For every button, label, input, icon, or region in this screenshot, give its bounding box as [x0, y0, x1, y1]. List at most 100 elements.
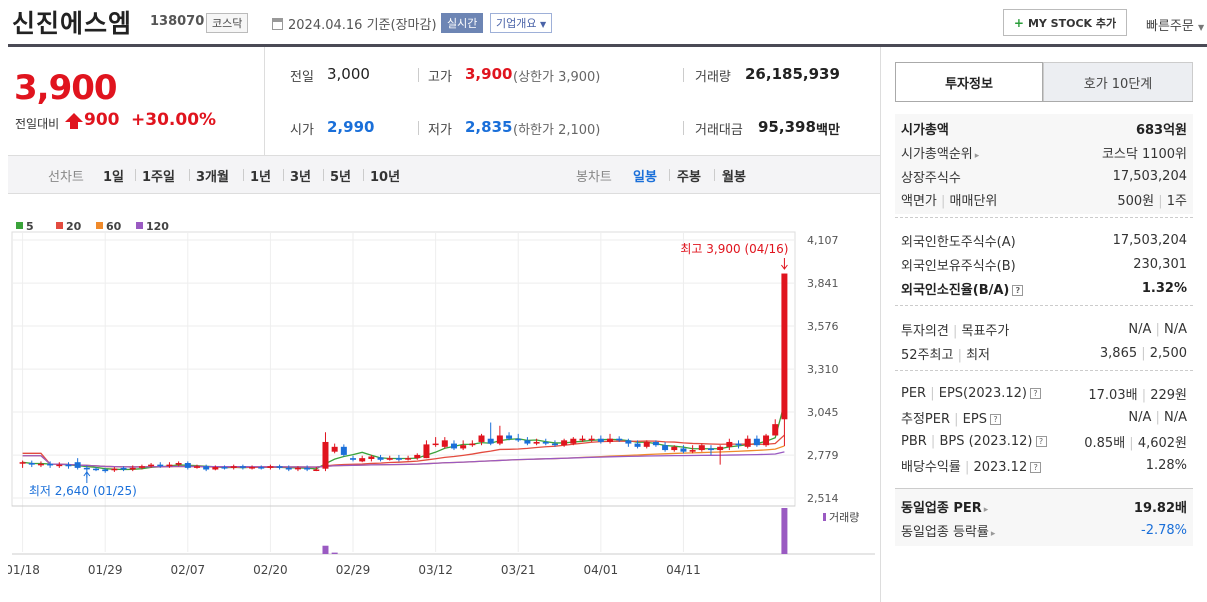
est-per-val: N/A [1128, 410, 1152, 425]
amount-unit: 백만 [816, 123, 840, 138]
candle-body [533, 441, 540, 444]
upper-limit: (상한가 3,900) [513, 70, 601, 85]
candle-body [441, 440, 448, 447]
w52-low-text: 최저 [966, 348, 991, 363]
period-0[interactable]: 1일 [103, 170, 125, 185]
calendar-icon [272, 18, 283, 30]
high-value: 3,900 [465, 65, 513, 83]
stock-name: 신진에스엠 [12, 9, 133, 38]
open-label: 시가 [290, 123, 314, 138]
w52-high-val: 3,865 [1099, 346, 1138, 361]
realtime-button[interactable]: 실시간 [441, 13, 484, 33]
change-label: 전일대비 [15, 117, 60, 131]
candle-chart-label: 봉차트 [576, 170, 612, 185]
help-icon[interactable]: ? [1035, 436, 1047, 447]
quote-table [265, 47, 880, 155]
up-limit-arrow-icon [65, 113, 83, 129]
chevron-down-icon: ▼ [539, 20, 547, 29]
quick-order-link[interactable]: 빠른주문 ▼ [1146, 15, 1204, 34]
par-unit-label: 액면가 | 매매단위 [901, 194, 998, 209]
y-tick-label: 3,310 [807, 363, 839, 376]
period-2[interactable]: 3개월 [196, 170, 229, 185]
help-icon[interactable]: ? [989, 414, 1001, 425]
x-tick-label: 01/29 [88, 563, 123, 577]
market-cap-label: 시가총액 [901, 123, 949, 138]
legend-swatch [56, 222, 63, 229]
div-year: 2023.12 [973, 460, 1028, 475]
section-market-cap [895, 114, 1193, 214]
candle-body [249, 467, 256, 469]
chevron-down-icon: ▼ [1197, 23, 1205, 32]
x-tick-label: 02/07 [171, 563, 206, 577]
help-icon[interactable]: ? [1029, 388, 1041, 399]
candle-body [304, 467, 311, 470]
x-tick-label: 04/01 [584, 563, 619, 577]
low-label: 저가 [428, 123, 452, 138]
candle-body [414, 454, 421, 459]
est-per-text: 추정PER [901, 412, 951, 427]
candle-body [230, 466, 237, 468]
candle-body [515, 438, 522, 441]
period-5[interactable]: 5년 [330, 170, 352, 185]
candle-period-2[interactable]: 월봉 [722, 170, 746, 185]
candle-body [221, 467, 228, 469]
down-arrow-icon [781, 258, 788, 270]
tab-orderbook[interactable]: 호가 10단계 [1043, 62, 1193, 102]
low-value: 2,835 [465, 118, 513, 136]
candle-body [377, 457, 384, 460]
candle-body [671, 446, 678, 451]
y-tick-label: 2,514 [807, 492, 839, 505]
divider [895, 370, 1193, 371]
candle-body [735, 443, 742, 446]
period-4[interactable]: 3년 [290, 170, 312, 185]
divider [683, 68, 684, 82]
candle-period-1[interactable]: 주봉 [677, 170, 701, 185]
candle-body [56, 464, 63, 467]
candle-body [496, 435, 503, 444]
divider [714, 169, 715, 181]
period-3[interactable]: 1년 [250, 170, 272, 185]
divider [895, 488, 1193, 489]
volume-bar [322, 545, 329, 554]
help-icon[interactable]: ? [1030, 462, 1042, 473]
divider [189, 169, 190, 181]
divider [323, 169, 324, 181]
candle-body [405, 458, 412, 460]
candle-body [763, 435, 770, 446]
candle-body [551, 443, 558, 446]
candle-period-0[interactable]: 일봉 [633, 170, 657, 185]
company-overview-dropdown[interactable]: 기업개요 ▼ [490, 13, 553, 33]
candle-body [294, 467, 301, 470]
tab-invest-info[interactable]: 투자정보 [895, 62, 1043, 102]
legend-swatch [96, 222, 103, 229]
candle-body [313, 469, 320, 471]
stock-chart[interactable]: 4,107 3,841 3,576 3,310 3,045 2,779 2,514 5 20 60… [8, 200, 880, 600]
foreign-ratio-text: 외국인소진율(B/A) [901, 283, 1010, 298]
candle-body [203, 466, 210, 470]
sector-per-link[interactable]: 동일업종 PER ▸ [901, 497, 988, 516]
plus-icon: + [1013, 15, 1024, 30]
candle-body [47, 463, 54, 466]
candle-body [129, 467, 136, 470]
ma-20-line [22, 434, 785, 469]
candle-body [423, 444, 430, 459]
est-per-label: 추정PER | EPS? [901, 408, 1001, 427]
candle-body [772, 424, 779, 436]
shares-value: 17,503,204 [1112, 169, 1187, 184]
price-date: 2024.04.16 기준(장마감) [272, 14, 437, 33]
candle-body [450, 443, 457, 449]
period-6[interactable]: 10년 [370, 170, 401, 185]
sector-chg-text: 동일업종 등락률 [901, 525, 989, 540]
help-icon[interactable]: ? [1012, 285, 1024, 296]
candle-body [460, 445, 467, 449]
add-mystock-button[interactable]: + MY STOCK 추가 [1003, 9, 1127, 36]
sector-change-link[interactable]: 동일업종 등락률 ▸ [901, 521, 995, 540]
per-text: PER [901, 386, 927, 401]
candle-body [93, 468, 100, 471]
x-tick-label: 03/21 [501, 563, 536, 577]
period-1[interactable]: 1주일 [142, 170, 175, 185]
candle-body [570, 438, 577, 444]
candle-body [212, 467, 219, 470]
rank-link[interactable]: 시가총액순위 ▸ [901, 143, 979, 162]
candle-body [138, 466, 145, 468]
